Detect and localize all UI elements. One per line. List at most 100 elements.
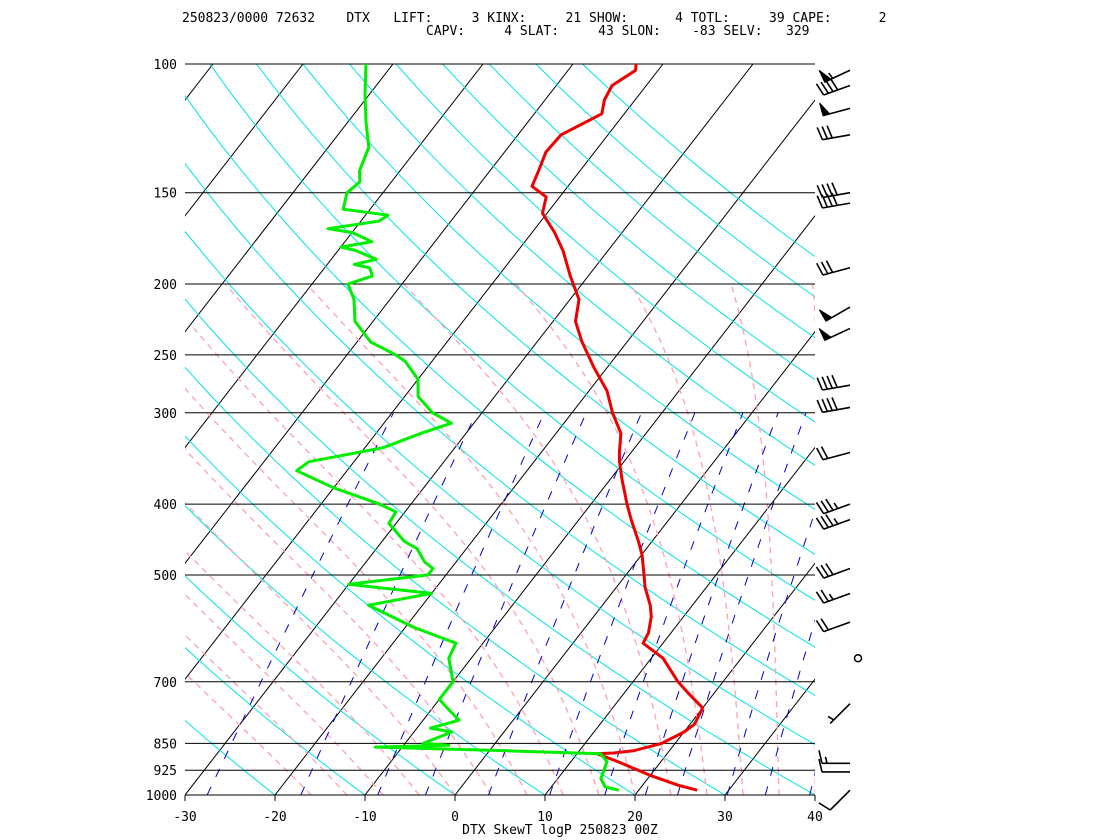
wind-barb bbox=[853, 653, 863, 663]
mixing-ratio-line bbox=[604, 412, 744, 795]
wind-barb bbox=[816, 182, 851, 199]
isotherm-line bbox=[544, 446, 815, 795]
temperature-profile-line bbox=[530, 64, 705, 792]
moist-adiabat bbox=[630, 283, 744, 795]
mixing-ratio-line bbox=[377, 412, 545, 795]
isotherm-line bbox=[0, 64, 33, 795]
wind-barb bbox=[816, 374, 851, 391]
moist-adiabat bbox=[224, 283, 600, 795]
pressure-tick-label: 300 bbox=[154, 407, 177, 422]
moist-adiabat bbox=[185, 593, 384, 795]
pressure-tick-label: 400 bbox=[154, 498, 177, 513]
wind-barb bbox=[815, 260, 851, 276]
wind-barb bbox=[816, 397, 851, 414]
wind-barb bbox=[818, 758, 850, 773]
moist-adiabat bbox=[306, 283, 636, 795]
isotherm-line bbox=[905, 64, 1120, 795]
moist-adiabat bbox=[185, 448, 492, 795]
pressure-tick-label: 100 bbox=[154, 58, 177, 73]
x-tick-label: -10 bbox=[353, 810, 376, 825]
wind-barb bbox=[815, 589, 851, 604]
x-tick-label: 0 bbox=[451, 810, 459, 825]
wind-barb bbox=[815, 563, 851, 579]
moist-adiabat bbox=[185, 549, 420, 795]
moist-adiabat bbox=[812, 284, 815, 795]
pressure-tick-label: 700 bbox=[154, 676, 177, 691]
dry-adiabat bbox=[185, 94, 815, 648]
x-tick-label: 20 bbox=[627, 810, 643, 825]
isotherm-line bbox=[185, 64, 484, 449]
dry-adiabat bbox=[535, 64, 815, 298]
pressure-tick-label: 250 bbox=[154, 349, 177, 364]
x-tick-label: 40 bbox=[807, 810, 823, 825]
isotherm-line bbox=[0, 64, 123, 795]
pressure-tick-label: 850 bbox=[154, 737, 177, 752]
dry-adiabat bbox=[442, 64, 815, 381]
mixing-ratio-line bbox=[809, 771, 815, 795]
pressure-tick-label: 925 bbox=[154, 764, 177, 779]
dry-adiabat bbox=[302, 64, 815, 510]
x-tick-label: -20 bbox=[263, 810, 286, 825]
isotherm-line bbox=[185, 64, 394, 333]
moist-adiabat bbox=[730, 283, 780, 795]
wind-barb bbox=[815, 446, 851, 461]
dry-adiabat bbox=[185, 646, 366, 795]
wind-barb bbox=[818, 306, 851, 322]
mixing-ratio-line bbox=[549, 412, 696, 795]
x-tick-label: 30 bbox=[717, 810, 733, 825]
mixing-ratio-line bbox=[206, 412, 394, 795]
moist-adiabat bbox=[185, 634, 348, 795]
isotherm-line bbox=[185, 64, 664, 680]
pressure-tick-label: 150 bbox=[154, 187, 177, 202]
header-line-1: 250823/0000 72632 DTX LIFT: 3 KINX: 21 S… bbox=[182, 11, 886, 26]
dry-adiabat bbox=[185, 504, 546, 795]
wind-barb bbox=[815, 78, 851, 96]
wind-barb bbox=[819, 102, 851, 117]
pressure-tick-label: 200 bbox=[154, 278, 177, 293]
isotherm-line bbox=[724, 678, 815, 795]
isotherm-line bbox=[364, 215, 815, 795]
isotherm-line bbox=[185, 64, 304, 217]
dry-adiabat bbox=[256, 64, 815, 555]
mixing-ratio-line bbox=[726, 510, 815, 795]
dry-adiabat bbox=[488, 64, 815, 339]
isotherm-line bbox=[185, 64, 214, 101]
pressure-tick-label: 500 bbox=[154, 569, 177, 584]
isobars bbox=[185, 63, 815, 796]
mixing-ratio-line bbox=[764, 619, 815, 795]
moist-adiabat bbox=[193, 327, 564, 795]
footer-title: DTX SkewT logP 250823 00Z bbox=[462, 823, 658, 838]
wind-barb bbox=[815, 498, 851, 515]
x-tick-label: -30 bbox=[173, 810, 196, 825]
isotherm-line bbox=[454, 330, 815, 795]
sounding-profiles bbox=[295, 64, 705, 792]
mixing-ratio-line bbox=[424, 412, 587, 795]
dry-adiabat bbox=[185, 162, 815, 696]
wind-barbs bbox=[815, 69, 863, 811]
mixing-ratio-line bbox=[644, 412, 779, 795]
dry-adiabat bbox=[349, 64, 815, 466]
moist-adiabat bbox=[185, 672, 312, 795]
wind-barb bbox=[818, 327, 851, 341]
wind-barb bbox=[827, 703, 851, 725]
isotherm-line bbox=[634, 562, 815, 795]
moist-adiabat bbox=[515, 283, 708, 795]
mixing-ratio-line bbox=[488, 412, 642, 795]
dewpoint-profile-line bbox=[295, 64, 620, 792]
x-tick-label: 10 bbox=[537, 810, 553, 825]
dry-adiabat bbox=[185, 719, 276, 795]
pressure-tick-label: 1000 bbox=[146, 789, 177, 804]
wind-barb bbox=[815, 618, 851, 633]
isotherm-line bbox=[814, 794, 815, 795]
wind-barb bbox=[815, 514, 851, 530]
moist-adiabat bbox=[403, 283, 672, 795]
dry-adiabat bbox=[582, 64, 815, 258]
mixing-ratio-line bbox=[677, 412, 807, 795]
header-line-2: CAPV: 4 SLAT: 43 SLON: -83 SELV: 329 bbox=[426, 24, 810, 39]
wind-barb bbox=[818, 69, 851, 83]
moist-adiabat bbox=[185, 501, 456, 795]
mixing-ratio-line bbox=[300, 412, 477, 795]
wind-barb bbox=[818, 750, 850, 765]
